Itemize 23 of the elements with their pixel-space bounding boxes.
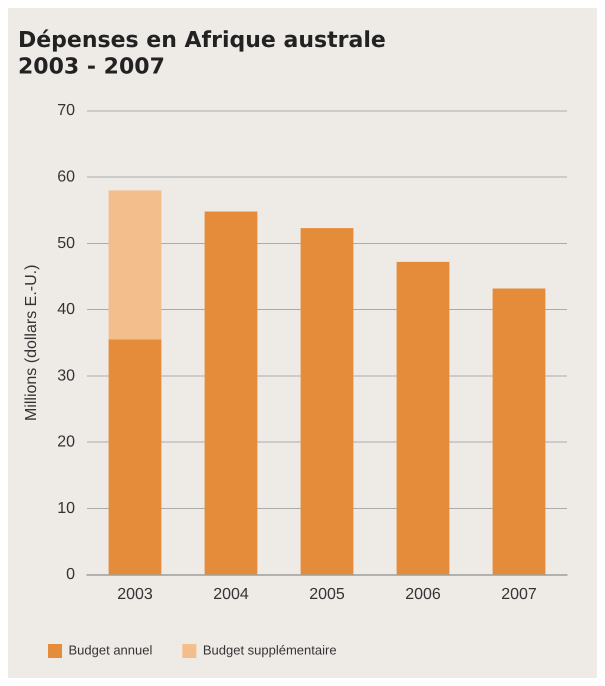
bar bbox=[108, 339, 162, 574]
bar bbox=[396, 262, 450, 574]
y-tick-label: 20 bbox=[57, 434, 76, 451]
legend-label: Budget supplémentaire bbox=[202, 642, 337, 658]
y-tick-label: 50 bbox=[57, 234, 76, 252]
y-tick-label: 40 bbox=[57, 301, 76, 318]
y-tick-label: 0 bbox=[66, 566, 76, 584]
x-tick-label: 2003 bbox=[117, 586, 153, 603]
bar bbox=[108, 190, 162, 340]
y-tick-label: 10 bbox=[57, 500, 76, 517]
legend-label: Budget annuel bbox=[68, 642, 152, 658]
bar bbox=[204, 212, 258, 574]
chart-title: Dépenses en Afrique australe 2003 - 2007 bbox=[18, 28, 386, 80]
y-tick-label: 30 bbox=[57, 367, 76, 384]
y-tick-label: 60 bbox=[57, 168, 76, 186]
x-tick-label: 2005 bbox=[309, 586, 345, 603]
x-tick-label: 2007 bbox=[501, 586, 537, 603]
y-axis-title: Millions (dollars E.-U.) bbox=[23, 264, 40, 422]
y-tick-label: 70 bbox=[57, 102, 76, 120]
bar bbox=[300, 228, 354, 574]
x-tick-label: 2004 bbox=[213, 586, 249, 603]
x-tick-label: 2006 bbox=[405, 586, 441, 603]
bar bbox=[492, 288, 546, 574]
